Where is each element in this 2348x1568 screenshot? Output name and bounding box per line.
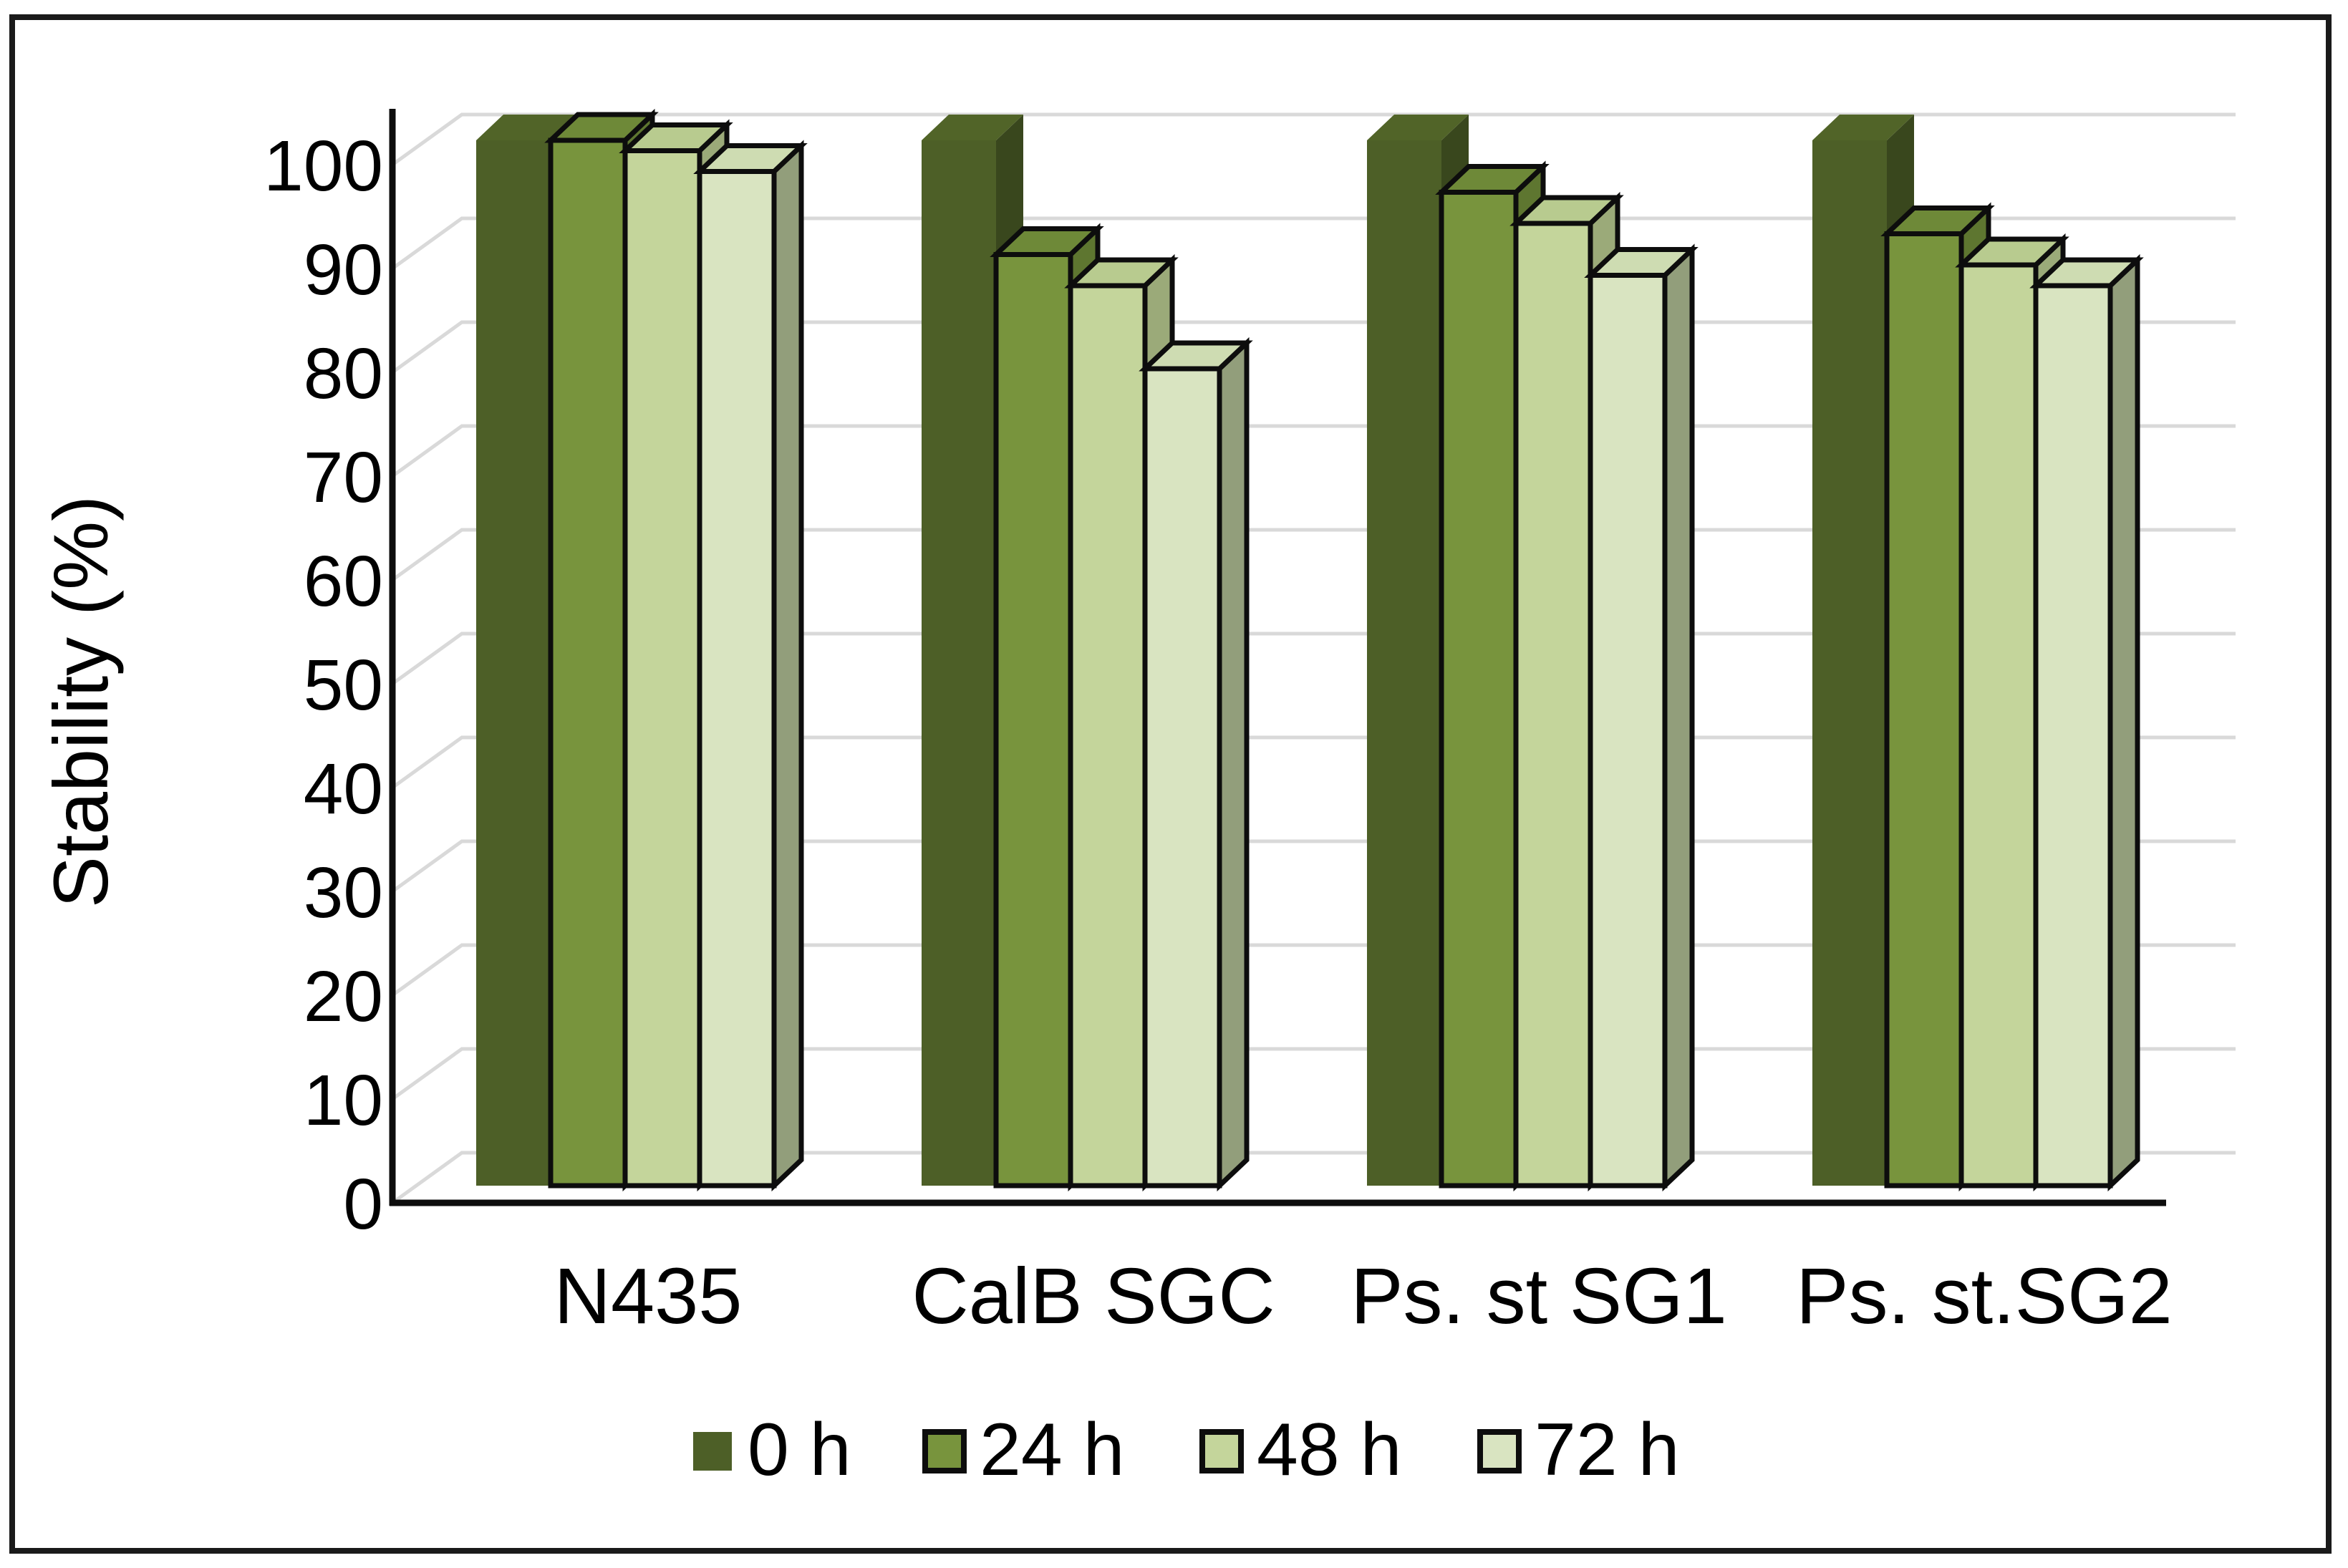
bar-front-face	[1588, 273, 1668, 1189]
category-label-2: CalB SGC	[912, 1252, 1275, 1340]
bars	[476, 108, 2144, 1192]
category-label-3: Ps. st SG1	[1351, 1252, 1727, 1340]
y-tick-label-90: 90	[304, 230, 383, 310]
bar-top-face	[476, 115, 578, 140]
legend-item-48h: 48 h	[1199, 1408, 1401, 1491]
y-tick-label-100: 100	[264, 126, 383, 206]
y-tick-label-70: 70	[304, 437, 383, 518]
y-tick-label-60: 60	[304, 541, 383, 621]
y-tick-label-20: 20	[304, 957, 383, 1037]
bar-N435-72h	[693, 140, 808, 1192]
legend-label: 0 h	[748, 1408, 851, 1491]
x-axis-category-labels: N435 CalB SGC Ps. st SG1 Ps. st.SG2	[554, 1252, 2173, 1340]
legend-label: 24 h	[980, 1408, 1124, 1491]
bar-front-face	[1884, 231, 1964, 1189]
legend-swatch	[1199, 1429, 1244, 1473]
legend-swatch	[922, 1429, 967, 1473]
y-tick-label-50: 50	[304, 645, 383, 725]
bar-front-face	[476, 140, 551, 1186]
bar-front-face	[922, 140, 996, 1186]
bar-front-face	[1439, 190, 1519, 1189]
y-tick-label-80: 80	[304, 334, 383, 414]
bar-side-face	[2107, 253, 2140, 1192]
legend: 0 h 24 h 48 h 72 h	[693, 1408, 1679, 1491]
bar-front-face	[1068, 283, 1148, 1189]
legend-label: 72 h	[1535, 1408, 1679, 1491]
figure-border	[9, 14, 2332, 1554]
bar-side-face	[771, 140, 804, 1192]
y-axis-title: Stability (%)	[37, 495, 124, 908]
legend-item-24h: 24 h	[922, 1408, 1124, 1491]
bar-side-face	[1217, 337, 1250, 1192]
legend-swatch	[693, 1432, 732, 1471]
bar-front-face	[1142, 366, 1222, 1189]
bar-front-face	[1812, 140, 1887, 1186]
y-tick-label-10: 10	[304, 1060, 383, 1141]
legend-label: 48 h	[1257, 1408, 1401, 1491]
bar-front-face	[993, 252, 1073, 1189]
bar-top-face	[1812, 115, 1914, 140]
legend-swatch	[1477, 1429, 1522, 1473]
bar-CalB SGC-72h	[1139, 337, 1253, 1192]
gridline-100	[391, 112, 2236, 167]
bar-Ps. st.SG2-72h	[2029, 253, 2144, 1192]
gridline-90	[391, 216, 2236, 271]
bar-top-face	[1367, 115, 1469, 140]
bar-Ps. st SG1-72h	[1584, 243, 1699, 1192]
y-axis-tick-labels: 0 10 20 30 40 50 60 70 80 90 100	[264, 126, 383, 1244]
bar-front-face	[622, 148, 702, 1189]
axes	[389, 109, 2166, 1206]
bar-front-face	[1367, 140, 1441, 1186]
legend-item-0h: 0 h	[693, 1408, 851, 1491]
y-tick-label-30: 30	[304, 853, 383, 933]
category-label-1: N435	[554, 1252, 743, 1340]
bar-front-face	[2033, 283, 2113, 1189]
bar-front-face	[1958, 262, 2039, 1189]
bar-top-face	[922, 115, 1023, 140]
y-tick-label-0: 0	[343, 1164, 383, 1244]
category-label-4: Ps. st.SG2	[1796, 1252, 2173, 1340]
bar-front-face	[1513, 221, 1593, 1189]
bar-front-face	[697, 169, 777, 1189]
bar-front-face	[548, 137, 628, 1189]
legend-item-72h: 72 h	[1477, 1408, 1679, 1491]
y-tick-label-40: 40	[304, 749, 383, 829]
bar-side-face	[1662, 243, 1695, 1192]
